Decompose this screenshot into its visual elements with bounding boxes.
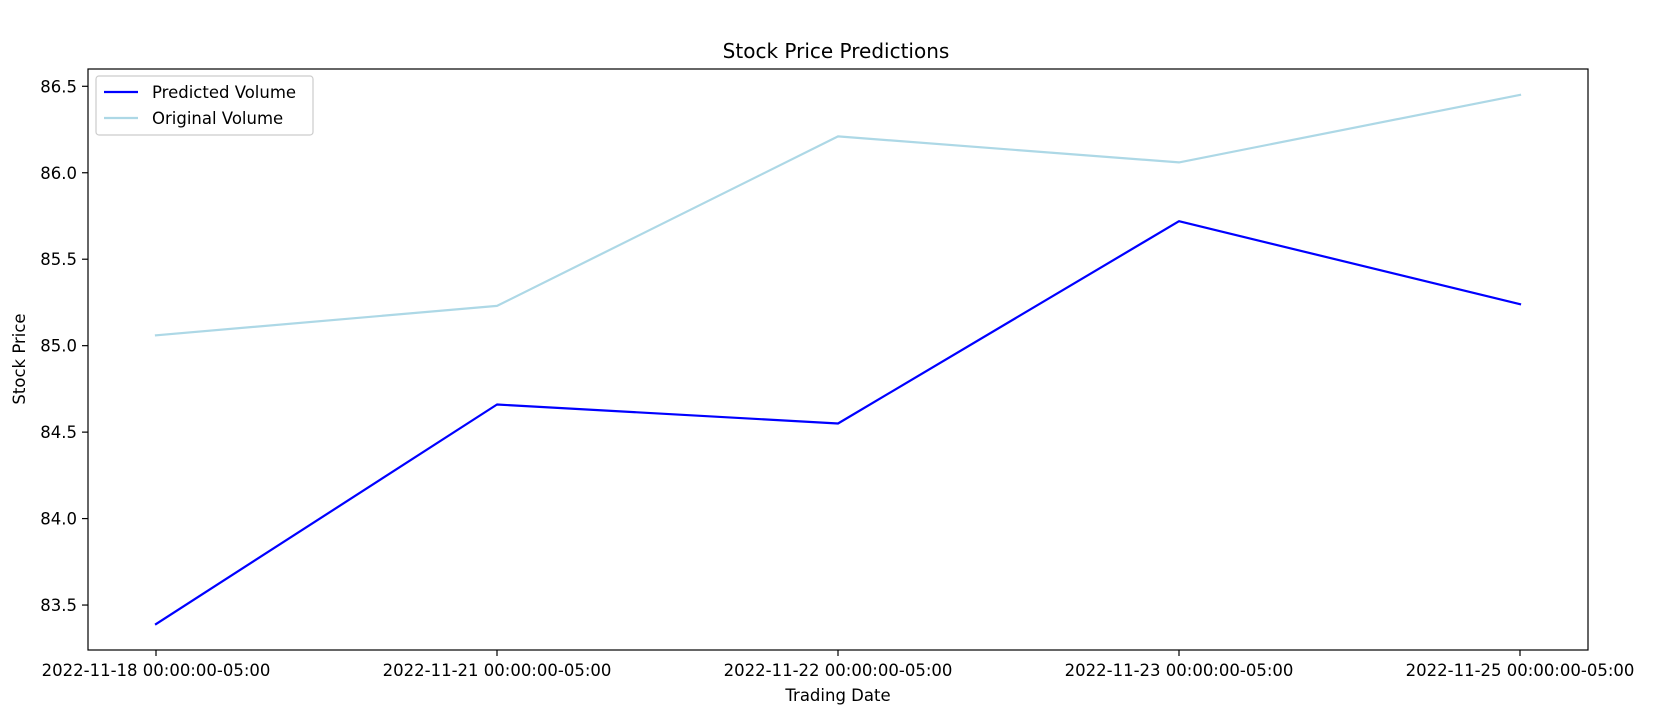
x-tick-label: 2022-11-23 00:00:00-05:00 — [1065, 661, 1294, 680]
x-axis-ticks: 2022-11-18 00:00:00-05:00 2022-11-21 00:0… — [42, 650, 1635, 680]
x-axis-label: Trading Date — [784, 686, 890, 705]
x-tick-label: 2022-11-18 00:00:00-05:00 — [42, 661, 271, 680]
series-line-predicted-volume — [154, 220, 1522, 626]
y-axis-label: Stock Price — [10, 313, 29, 404]
y-tick-label: 83.5 — [40, 596, 77, 615]
y-tick-label: 86.5 — [40, 77, 77, 96]
y-tick-label: 85.5 — [40, 250, 77, 269]
legend-box — [95, 75, 314, 136]
series-layer — [154, 93, 1522, 626]
y-tick-label: 84.5 — [40, 423, 77, 442]
y-tick-label: 84.0 — [40, 510, 77, 529]
x-tick-label: 2022-11-22 00:00:00-05:00 — [724, 661, 953, 680]
plot-frame — [87, 68, 1589, 651]
legend-label-predicted-volume: Predicted Volume — [152, 83, 296, 102]
series-line-original-volume — [154, 93, 1522, 337]
x-tick-label: 2022-11-25 00:00:00-05:00 — [1406, 661, 1635, 680]
y-tick-label: 86.0 — [40, 164, 77, 183]
y-axis-ticks: 83.5 84.0 84.5 85.0 85.5 86.0 86.5 — [40, 77, 88, 615]
x-tick-label: 2022-11-21 00:00:00-05:00 — [383, 661, 612, 680]
legend-label-original-volume: Original Volume — [152, 109, 283, 128]
chart-title: Stock Price Predictions — [723, 39, 950, 63]
legend: Predicted Volume Original Volume — [95, 75, 314, 136]
y-tick-label: 85.0 — [40, 337, 77, 356]
